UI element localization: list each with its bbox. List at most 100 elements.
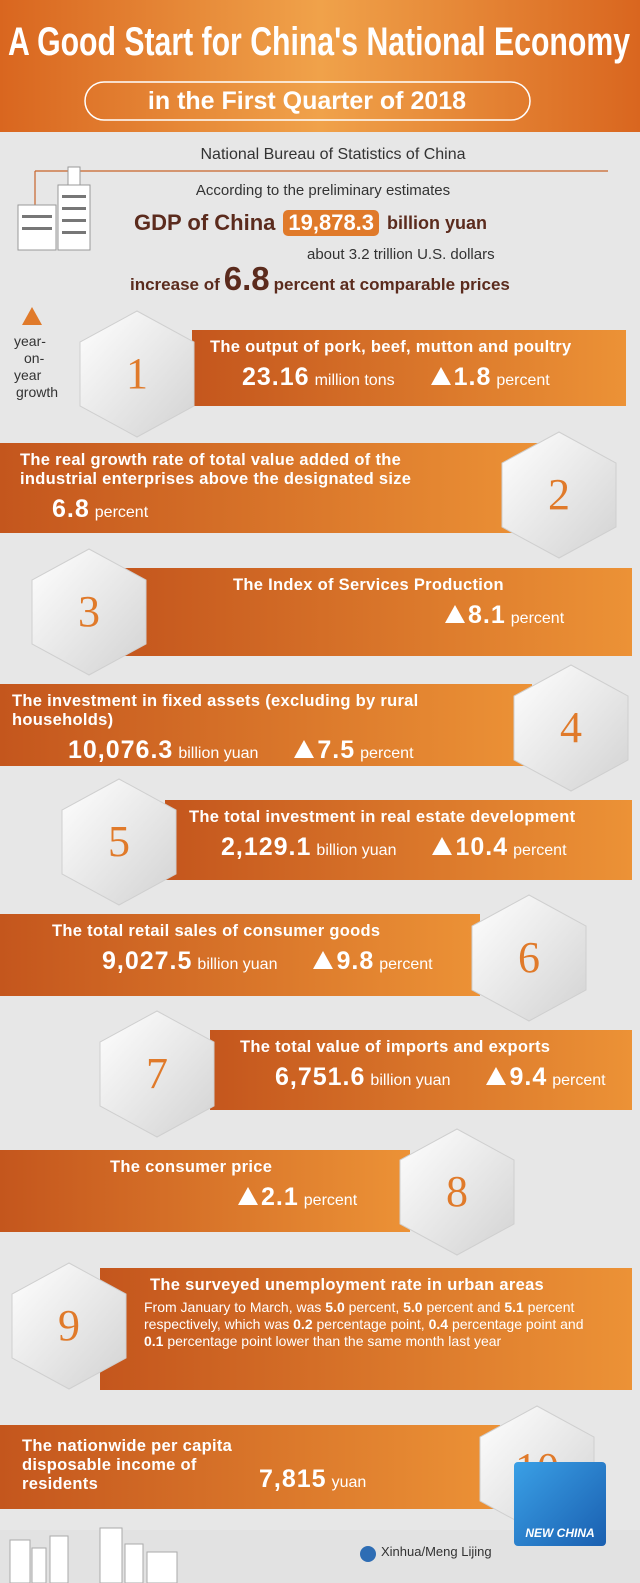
item-unit: billion yuan <box>178 745 259 762</box>
text-segment: percent, <box>344 1299 404 1315</box>
hexagon: 8 <box>399 1128 515 1256</box>
logo-text: NEW CHINA <box>525 1526 595 1540</box>
item-values: 6.8 percent <box>52 495 545 524</box>
growth-unit: percent <box>496 372 550 389</box>
growth-triangle <box>430 367 451 385</box>
gdp-value: 19,878.3 <box>283 210 380 236</box>
text-segment: 5.0 <box>403 1299 423 1315</box>
growth-value: 7.5 <box>317 736 356 764</box>
text-segment: 0.4 <box>428 1316 449 1332</box>
growth-value: 9.4 <box>509 1063 548 1091</box>
usd: about 3.2 trillion U.S. dollars <box>307 246 495 263</box>
gdp-label: GDP of China <box>134 210 276 235</box>
text-segment: percent respectively, which was <box>144 1299 575 1332</box>
hexagon: 4 <box>513 664 629 792</box>
item-text: From January to March, was 5.0 percent, … <box>144 1299 594 1350</box>
item-values: 2.1 percent <box>238 1183 410 1212</box>
growth-triangle <box>445 605 465 623</box>
text-segment: From January to March, was <box>144 1299 326 1315</box>
item-band: The nationwide per capita disposable inc… <box>0 1425 500 1509</box>
item-growth: 8.1 percent <box>445 601 564 630</box>
item-band: The investment in fixed assets (excludin… <box>0 684 532 766</box>
item-unit: million tons <box>314 372 395 389</box>
growth-unit: percent <box>552 1072 606 1089</box>
item-growth: 9.4 percent <box>486 1063 606 1092</box>
growth-unit: percent <box>303 1192 358 1209</box>
item-inline: The nationwide per capita disposable inc… <box>22 1433 500 1494</box>
item-growth: 9.8 percent <box>313 947 433 976</box>
item-values: 7,815 yuan <box>259 1465 366 1494</box>
item-value: 6.8 <box>52 495 90 523</box>
item-band: The surveyed unemployment rate in urban … <box>100 1268 632 1390</box>
growth-triangle <box>486 1067 507 1085</box>
growth-unit: percent <box>360 745 414 762</box>
item-title: The total retail sales of consumer goods <box>52 922 381 940</box>
hex-shape <box>501 431 617 559</box>
growth-triangle <box>313 951 334 969</box>
legend-triangle <box>22 307 42 325</box>
growth-triangle <box>294 740 315 758</box>
growth-triangle <box>238 1187 258 1205</box>
item-value: 6,751.6 <box>275 1063 366 1091</box>
building <box>67 166 81 186</box>
growth-value: 2.1 <box>261 1183 299 1211</box>
item-number: 1 <box>126 349 148 398</box>
increase-value: 6.8 <box>223 260 270 297</box>
item-values: 2,129.1 billion yuan 10.4 percent <box>221 833 632 862</box>
item-number: 2 <box>548 470 570 519</box>
text-segment: 5.0 <box>325 1299 345 1315</box>
growth-value: 1.8 <box>453 363 492 391</box>
increase-suffix: percent at comparable prices <box>273 275 510 294</box>
item-number: 3 <box>78 587 100 636</box>
hex-shape <box>61 778 177 906</box>
legend-line: year- <box>14 333 46 349</box>
item-values: 8.1 percent <box>445 601 632 630</box>
legend: year-on-year growth <box>10 333 58 401</box>
item-number: 7 <box>146 1049 168 1098</box>
item-title: The total investment in real estate deve… <box>189 808 576 826</box>
item-number: 8 <box>446 1167 468 1216</box>
item-unit: billion yuan <box>316 842 397 859</box>
xinhua-icon <box>360 1546 376 1562</box>
item-growth: 1.8 percent <box>430 363 550 392</box>
item-value: 23.16 <box>242 363 310 391</box>
item-unit: yuan <box>331 1474 367 1491</box>
text-segment: 5.1 <box>504 1299 524 1315</box>
item-band: The total retail sales of consumer goods… <box>0 914 480 996</box>
hexagon: 5 <box>61 778 177 906</box>
title: A Good Start for China's National Econom… <box>8 20 631 64</box>
item-title: The nationwide per capita disposable inc… <box>22 1437 233 1493</box>
item-band: The real growth rate of total value adde… <box>0 443 545 533</box>
item-band: The Index of Services Production 8.1 perce… <box>118 568 632 656</box>
hexagon: 7 <box>99 1010 215 1138</box>
item-growth: 10.4 percent <box>432 833 567 862</box>
hex-shape <box>79 310 195 438</box>
item-unit: percent <box>94 504 149 521</box>
hex-shape <box>513 664 629 792</box>
hexagon: 3 <box>31 548 147 676</box>
intro-graphics <box>17 166 608 251</box>
item-values: 23.16 million tons 1.8 percent <box>242 363 626 392</box>
item-unit: billion yuan <box>197 956 278 973</box>
item-values: 9,027.5 billion yuan 9.8 percent <box>102 947 480 976</box>
hex-shape <box>399 1128 515 1256</box>
item-title: The total value of imports and exports <box>240 1038 551 1056</box>
gdp-row: GDP of China 19,878.3 billion yuan <box>134 210 487 236</box>
item-title: The real growth rate of total value adde… <box>20 451 412 488</box>
item-title: The output of pork, beef, mutton and pou… <box>210 338 572 356</box>
legend-line: on- <box>24 350 45 366</box>
source: National Bureau of Statistics of China <box>200 146 466 163</box>
item-values: 10,076.3 billion yuan 7.5 percent <box>68 736 532 765</box>
item-number: 6 <box>518 933 540 982</box>
item-number: 5 <box>108 817 130 866</box>
item-values: 6,751.6 billion yuan 9.4 percent <box>275 1063 632 1092</box>
growth-value: 10.4 <box>455 833 509 861</box>
windows <box>22 195 86 234</box>
hex-shape <box>471 894 587 1022</box>
item-band: The total investment in real estate deve… <box>165 800 632 880</box>
hexagon: 9 <box>11 1262 127 1390</box>
item-band: The output of pork, beef, mutton and pou… <box>192 330 626 406</box>
gdp-unit: billion yuan <box>387 212 488 233</box>
item-title: The consumer price <box>110 1158 273 1176</box>
